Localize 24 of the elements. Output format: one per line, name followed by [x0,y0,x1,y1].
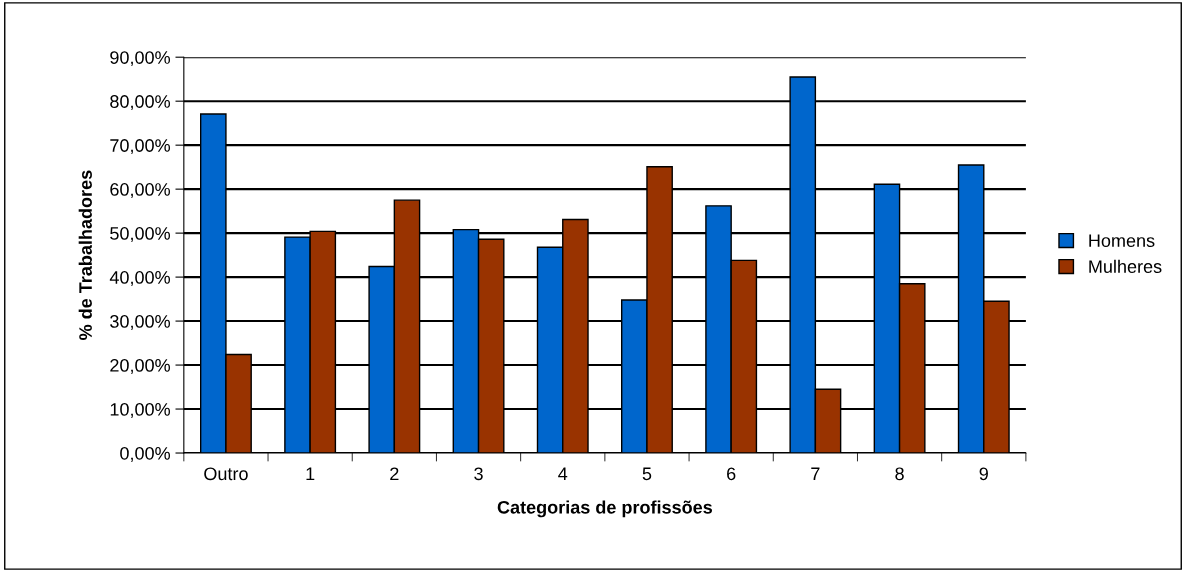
y-tick-label: 80,00% [110,95,170,111]
y-tick-label: 10,00% [110,402,170,418]
x-axis-title: Categorias de profissões [497,500,712,518]
x-tick-label: 7 [811,467,820,480]
x-tick-label: 2 [390,467,399,480]
legend-label: Homens [1089,234,1155,248]
x-tick-label: 3 [474,467,483,481]
x-tick-label: 5 [642,467,652,481]
y-tick-label: 90,00% [110,51,170,67]
x-tick-label: 4 [558,467,568,480]
x-tick-label: 8 [895,467,904,481]
x-tick-label: Outro [204,467,248,481]
y-tick-label: 0,00% [120,446,170,462]
x-tick-label: 1 [306,467,315,480]
x-tick-label: 6 [727,467,736,481]
y-tick-label: 60,00% [110,183,170,198]
y-tick-label: 70,00% [110,139,170,155]
y-tick-label: 20,00% [110,359,170,374]
x-tick-label: 9 [979,467,988,481]
y-tick-label: 30,00% [110,315,170,330]
y-tick-label: 40,00% [109,271,170,286]
y-axis-title: % de Trabalhadores [78,170,92,340]
y-tick-label: 50,00% [110,227,170,242]
legend-label: Mulheres [1089,259,1162,273]
